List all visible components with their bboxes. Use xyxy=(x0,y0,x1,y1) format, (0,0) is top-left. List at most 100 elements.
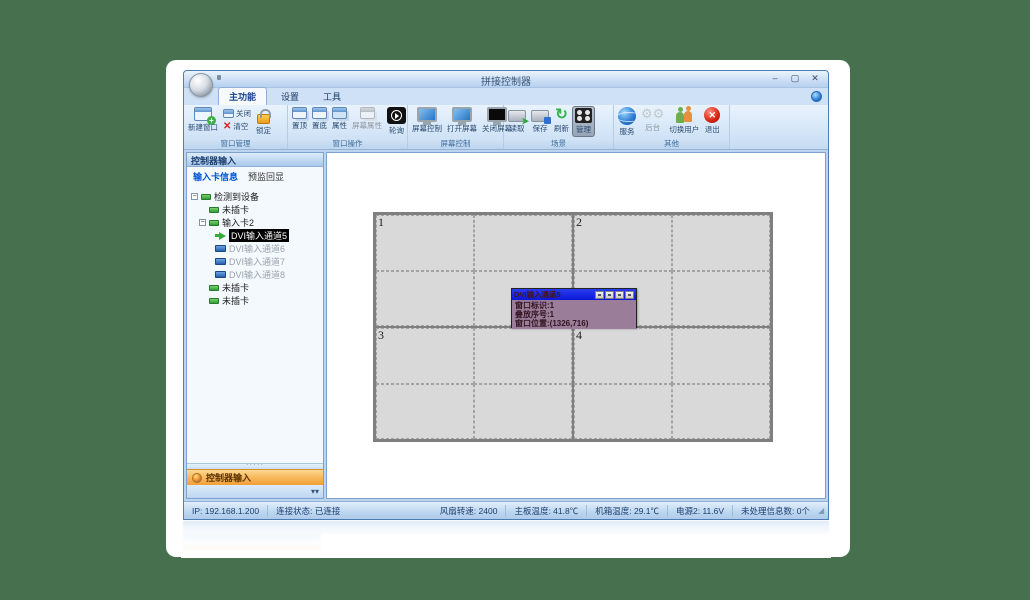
close-window-button[interactable]: 关闭 xyxy=(221,108,253,119)
minimize-button[interactable]: – xyxy=(772,73,778,83)
clear-button[interactable]: ✕ 清空 xyxy=(223,120,249,132)
window-title: 拼接控制器 xyxy=(481,77,531,88)
monitor-icon xyxy=(417,107,437,125)
ribbon-empty-area xyxy=(730,105,828,149)
polling-play-icon xyxy=(387,107,406,124)
fan-speed: 风扇转速: 2400 xyxy=(432,504,507,517)
scene-save-button[interactable]: 保存 xyxy=(529,106,551,135)
tree-item-dvi-channel-6[interactable]: DVI输入通道6 xyxy=(187,242,323,255)
group-label: 屏幕控制 xyxy=(408,138,503,149)
sidebar-header: 控制器输入 xyxy=(187,153,323,167)
screen-quadrant-3[interactable]: 3 xyxy=(375,327,573,440)
controller-input-icon xyxy=(192,472,202,483)
resize-grip-icon[interactable]: ◢ xyxy=(818,505,825,515)
bring-to-front-button[interactable]: 置顶 xyxy=(290,106,309,132)
device-card-icon xyxy=(209,206,219,213)
info-window-button-2[interactable] xyxy=(605,290,614,299)
info-window-close-button[interactable] xyxy=(625,290,634,299)
tree-item-dvi-channel-8[interactable]: DVI输入通道8 xyxy=(187,268,323,281)
properties-button[interactable]: 属性 xyxy=(330,106,349,132)
chassis-temperature: 机箱温度: 29.1℃ xyxy=(587,504,668,517)
collapse-icon[interactable]: − xyxy=(191,193,198,200)
clear-icon: ✕ xyxy=(223,120,232,132)
connection-status: 连接状态: 已连接 xyxy=(276,505,341,516)
exit-button[interactable]: ✕ 退出 xyxy=(702,106,722,136)
ribbon: + 新建窗口 关闭 ✕ 清空 xyxy=(184,105,828,150)
chevron-down-icon[interactable]: ▾▾ xyxy=(310,486,319,496)
new-window-button[interactable]: + 新建窗口 xyxy=(186,106,220,134)
refresh-icon: ↻ xyxy=(555,106,568,123)
status-bar: IP: 192.168.1.200 连接状态: 已连接 风扇转速: 2400 主… xyxy=(184,501,828,519)
title-bar[interactable]: 拼接控制器 – ▢ ✕ xyxy=(184,71,828,97)
sidebar-splitter[interactable] xyxy=(187,463,323,469)
selected-arrow-icon xyxy=(219,231,226,240)
info-window-title: DVI输入通道5 xyxy=(514,290,561,299)
tree-item-dvi-channel-7[interactable]: DVI输入通道7 xyxy=(187,255,323,268)
screen-number: 4 xyxy=(576,328,582,342)
group-label: 窗口操作 xyxy=(288,138,407,149)
tree-item-no-card[interactable]: 未插卡 xyxy=(187,294,323,307)
tab-tools[interactable]: 工具 xyxy=(323,92,342,102)
selected-arrow-icon xyxy=(215,234,220,237)
ribbon-tab-row: 主功能 设置 工具 xyxy=(184,87,828,105)
screen-quadrant-4[interactable]: 4 xyxy=(573,327,771,440)
screen-control-button[interactable]: 屏幕控制 xyxy=(410,106,444,135)
monitor-on-icon xyxy=(452,107,472,125)
send-to-back-button[interactable]: 置底 xyxy=(310,106,329,132)
tree-item-input-card-2[interactable]: − 输入卡2 xyxy=(199,218,255,228)
dvi-chip-icon xyxy=(215,258,226,265)
users-icon xyxy=(675,106,693,123)
quick-access-toolbar[interactable] xyxy=(217,75,221,80)
screen-number: 1 xyxy=(378,215,384,229)
help-icon[interactable] xyxy=(811,91,822,102)
scene-refresh-button[interactable]: ↻ 刷新 xyxy=(554,106,569,133)
device-card-icon xyxy=(209,297,219,304)
wall-canvas[interactable]: 1 2 3 xyxy=(326,152,826,499)
window-position-text: 窗口位置:(1326,716) xyxy=(515,319,589,328)
switch-user-button[interactable]: 切换用户 xyxy=(667,106,701,136)
close-button[interactable]: ✕ xyxy=(811,73,819,83)
collapse-icon[interactable]: − xyxy=(199,219,206,226)
sidebar-overflow-strip: ▾▾ xyxy=(187,485,323,498)
info-window-button-3[interactable] xyxy=(615,290,624,299)
globe-icon xyxy=(618,107,636,125)
maximize-button[interactable]: ▢ xyxy=(790,73,800,83)
device-tree: − 检测到设备 未插卡 − 输入卡2 xyxy=(187,185,323,463)
polling-button[interactable]: 轮询 xyxy=(385,106,408,137)
info-window-button-1[interactable] xyxy=(595,290,604,299)
properties-icon xyxy=(332,107,347,119)
tree-item-no-card[interactable]: 未插卡 xyxy=(187,281,323,294)
close-screen-button[interactable]: 关闭屏幕 xyxy=(480,106,514,135)
ribbon-group-other: 服务 ⚙⚙ 后台 切换用户 ✕ xyxy=(614,105,730,149)
device-card-icon xyxy=(209,284,219,291)
tree-item-no-card[interactable]: 未插卡 xyxy=(187,203,323,216)
fan-icon xyxy=(575,108,592,123)
ribbon-group-window-operations: 置顶 置底 属性 屏幕属性 xyxy=(288,105,408,149)
controller-input-button[interactable]: 控制器输入 xyxy=(187,469,323,485)
tree-item-detected-devices[interactable]: − 检测到设备 xyxy=(191,192,260,202)
info-window-titlebar[interactable]: DVI输入通道5 xyxy=(512,289,636,300)
mainboard-temperature: 主板温度: 41.8℃ xyxy=(506,504,588,517)
scene-manage-button[interactable]: 管理 xyxy=(572,106,595,137)
channel-info-window[interactable]: DVI输入通道5 窗口标识:1 叠放序号:1 窗口位置:(1326, xyxy=(511,288,637,329)
lock-button[interactable]: 锁定 xyxy=(254,106,273,137)
tab-input-card-info[interactable]: 输入卡信息 xyxy=(193,171,239,182)
close-window-icon xyxy=(223,109,234,118)
service-button[interactable]: 服务 xyxy=(616,106,638,138)
lock-icon xyxy=(257,107,271,124)
dvi-chip-icon xyxy=(215,271,226,278)
dvi-chip-icon xyxy=(215,245,226,252)
screen-number: 3 xyxy=(378,328,384,342)
tab-settings[interactable]: 设置 xyxy=(281,92,300,102)
power-voltage: 电源2: 11.6V xyxy=(668,504,734,517)
app-orb-button[interactable] xyxy=(189,73,213,97)
window-reflection xyxy=(181,521,831,558)
tab-preview-echo[interactable]: 预监回显 xyxy=(248,171,285,182)
group-label: 场景 xyxy=(504,138,613,149)
scene-read-button[interactable]: ➤ 读取 xyxy=(506,106,529,135)
tree-item-dvi-channel-5[interactable]: DVI输入通道5 xyxy=(187,229,323,242)
open-screen-button[interactable]: 打开屏幕 xyxy=(445,106,479,135)
tab-main[interactable]: 主功能 xyxy=(218,87,268,105)
app-window: 拼接控制器 – ▢ ✕ 主功能 设置 工具 xyxy=(183,70,829,520)
sidebar-tab-row: 输入卡信息 预监回显 xyxy=(187,167,323,185)
